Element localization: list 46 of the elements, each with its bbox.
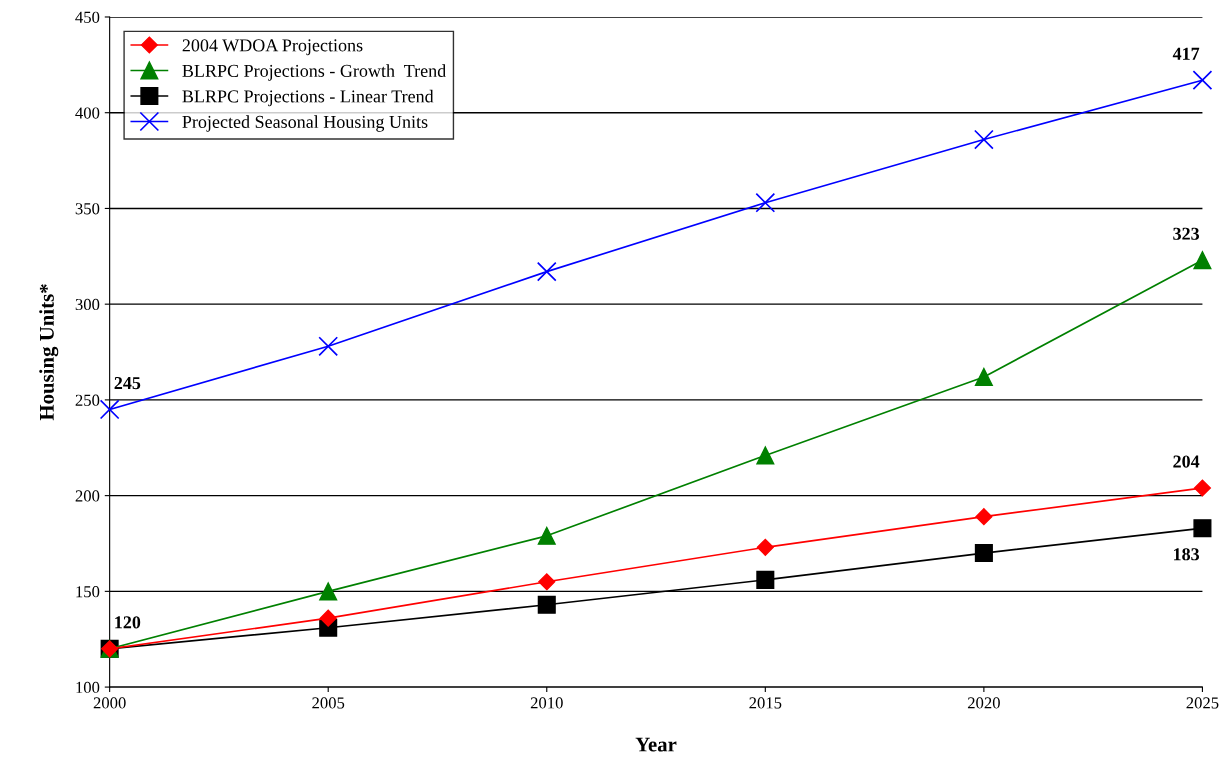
x-tick-label: 2010: [530, 697, 563, 709]
data-label: 120: [115, 616, 141, 629]
point: [537, 526, 556, 545]
point: [319, 609, 337, 627]
y-tick-label: 350: [75, 203, 100, 215]
x-axis-title: Year: [635, 737, 677, 752]
point: [1193, 519, 1212, 538]
x-tick-label: 2015: [749, 697, 782, 709]
point: [756, 538, 774, 556]
point: [1193, 251, 1212, 270]
legend-label: 2004 WDOA Projections: [182, 39, 363, 56]
point: [319, 582, 338, 601]
y-axis-title: Housing Units*: [39, 284, 59, 421]
point: [1192, 70, 1213, 91]
point: [974, 367, 993, 386]
point: [538, 573, 556, 591]
data-label: 245: [114, 377, 141, 390]
data-label: 204: [1173, 455, 1200, 468]
point: [1193, 479, 1211, 497]
y-tick-label: 250: [75, 394, 100, 406]
point: [974, 544, 993, 563]
y-tick-label: 300: [75, 298, 100, 311]
x-tick-label: 2020: [967, 697, 1000, 709]
x-tick-label: 2005: [312, 697, 345, 709]
point: [974, 129, 994, 150]
y-tick-label: 450: [75, 11, 100, 23]
point: [755, 192, 776, 213]
legend-label: BLRPC Projections - Growth Trend: [182, 64, 446, 81]
point: [756, 570, 775, 589]
data-label: 183: [1174, 548, 1200, 561]
data-label: 323: [1173, 227, 1200, 240]
legend-label: BLRPC Projections - Linear Trend: [182, 89, 434, 107]
data-label: 417: [1172, 47, 1200, 60]
point: [975, 508, 993, 526]
point: [756, 446, 775, 465]
point: [318, 336, 339, 357]
y-tick-label: 100: [76, 681, 100, 694]
x-tick-label: 2025: [1186, 697, 1219, 709]
y-tick-label: 400: [75, 107, 100, 119]
point: [536, 261, 557, 282]
y-tick-label: 200: [75, 490, 100, 502]
x-tick-label: 2000: [93, 697, 126, 709]
y-tick-label: 150: [76, 586, 100, 598]
legend-label: Projected Seasonal Housing Units: [182, 115, 428, 132]
point: [99, 399, 120, 420]
point: [537, 595, 556, 614]
